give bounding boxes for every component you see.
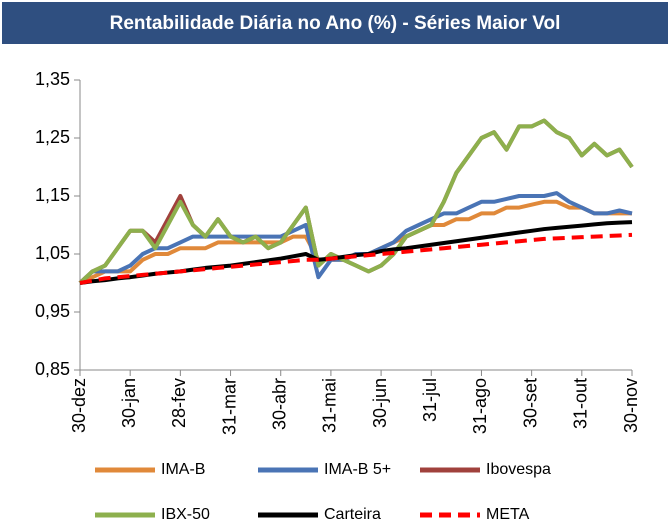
y-tick-label: 0,95 (35, 301, 70, 321)
x-tick-label: 31-mai (320, 378, 340, 433)
legend-label: Carteira (324, 506, 381, 523)
legend-label: Ibovespa (486, 461, 551, 478)
y-tick-label: 1,15 (35, 185, 70, 205)
x-tick-label: 30-jan (119, 378, 139, 428)
legend-label: IMA-B 5+ (324, 461, 391, 478)
series-line (79, 232, 633, 285)
series-line (78, 118, 634, 285)
x-tick-label: 31-out (571, 378, 591, 429)
y-tick-label: 1,35 (35, 69, 70, 89)
x-tick-label: 30-jun (370, 378, 390, 428)
x-tick-label: 30-dez (69, 378, 89, 433)
x-tick-label: 30-set (520, 378, 540, 428)
y-tick-label: 0,85 (35, 359, 70, 379)
x-tick-label: 30-abr (269, 378, 289, 430)
legend-label: IBX-50 (161, 506, 210, 523)
x-tick-label: 31-mar (219, 378, 239, 435)
legend-label: META (486, 506, 530, 523)
y-tick-label: 1,05 (35, 243, 70, 263)
x-tick-label: 28-fev (169, 378, 189, 428)
series-line (79, 199, 632, 285)
title-bar (2, 2, 668, 44)
x-tick-label: 31-ago (470, 378, 490, 434)
x-tick-label: 31-jul (420, 378, 440, 422)
chart-title: Rentabilidade Diária no Ano (%) - Séries… (110, 13, 561, 34)
x-tick-label: 30-nov (621, 378, 641, 433)
legend-label: IMA-B (161, 461, 205, 478)
y-tick-label: 1,25 (35, 127, 70, 147)
